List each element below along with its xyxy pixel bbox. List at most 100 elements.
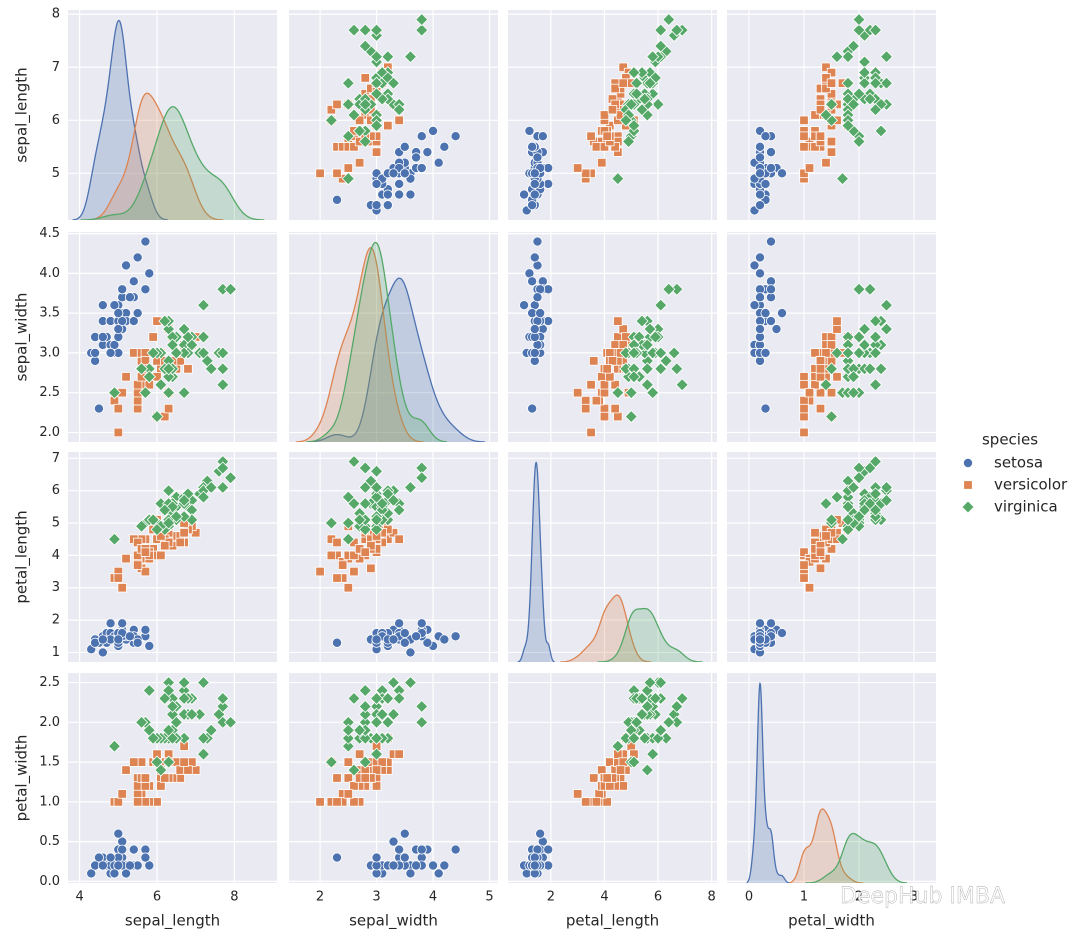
marker <box>177 322 191 336</box>
marker <box>394 749 404 759</box>
marker <box>121 372 131 382</box>
marker <box>160 540 170 551</box>
marker <box>605 372 615 382</box>
marker <box>140 852 151 863</box>
kde-line <box>746 682 791 883</box>
marker <box>416 618 427 629</box>
marker <box>624 97 638 111</box>
marker <box>132 395 143 406</box>
marker <box>341 76 355 90</box>
marker <box>150 409 164 424</box>
marker <box>349 781 359 791</box>
marker <box>572 387 583 398</box>
marker <box>815 563 826 574</box>
marker <box>529 178 540 189</box>
marker <box>411 631 422 642</box>
marker <box>841 50 855 64</box>
marker <box>332 168 342 179</box>
marker <box>675 691 689 706</box>
marker <box>109 339 120 350</box>
marker <box>392 503 406 517</box>
marker <box>624 386 638 400</box>
marker <box>589 356 599 366</box>
plot-area <box>315 675 461 879</box>
marker <box>162 723 176 737</box>
marker <box>416 163 427 174</box>
marker <box>586 131 596 141</box>
x-tick-label: 2 <box>855 890 863 905</box>
marker <box>179 757 189 767</box>
marker <box>196 346 211 360</box>
marker <box>799 547 809 557</box>
marker <box>654 675 668 690</box>
marker <box>121 260 132 271</box>
panel <box>727 452 936 662</box>
x-tick-label: 4 <box>75 890 83 905</box>
marker <box>388 168 399 179</box>
marker <box>646 50 660 64</box>
marker <box>375 707 389 721</box>
marker <box>755 268 766 279</box>
marker <box>659 354 673 368</box>
marker <box>868 454 883 469</box>
plot-area <box>519 12 689 216</box>
marker <box>527 403 538 414</box>
marker <box>749 260 760 271</box>
y-tick-label: 3 <box>52 580 60 595</box>
marker <box>177 675 191 690</box>
marker <box>648 691 662 706</box>
marker <box>799 142 809 152</box>
x-tick-label: 3 <box>372 890 380 905</box>
marker <box>177 691 191 706</box>
x-tick-label: 0 <box>745 890 753 905</box>
marker <box>810 110 820 120</box>
marker <box>399 628 410 639</box>
legend-marker <box>963 480 973 490</box>
x-axis-label: petal_length <box>566 912 659 931</box>
marker <box>591 395 602 406</box>
marker <box>532 152 543 163</box>
marker <box>433 868 444 879</box>
marker <box>529 252 540 263</box>
y-tick-label: 2.0 <box>39 425 60 440</box>
marker <box>341 532 355 546</box>
marker <box>799 115 809 126</box>
marker <box>162 484 176 498</box>
marker <box>358 39 372 53</box>
marker <box>392 103 406 117</box>
marker <box>369 513 384 527</box>
marker <box>183 765 193 775</box>
marker <box>358 134 372 149</box>
marker <box>377 757 387 767</box>
marker <box>399 852 410 863</box>
marker <box>158 691 172 706</box>
marker <box>358 480 372 494</box>
marker <box>347 108 361 122</box>
marker <box>857 76 872 90</box>
marker <box>879 493 894 507</box>
marker <box>358 731 372 745</box>
marker <box>868 103 883 117</box>
marker <box>117 844 128 855</box>
marker <box>113 828 124 839</box>
marker <box>624 409 638 424</box>
panel <box>289 452 498 662</box>
marker <box>529 347 540 358</box>
marker <box>138 386 152 400</box>
panel-background <box>508 452 717 662</box>
marker <box>113 324 124 335</box>
panel <box>68 10 277 220</box>
y-tick-label: 7 <box>52 451 60 466</box>
marker <box>347 454 361 469</box>
marker <box>654 298 668 312</box>
marker <box>185 707 199 721</box>
marker <box>830 490 844 504</box>
marker <box>646 747 660 761</box>
marker <box>315 566 325 577</box>
marker <box>105 852 116 863</box>
marker <box>162 362 176 376</box>
marker <box>216 362 230 376</box>
marker <box>662 715 676 729</box>
x-axis-label: petal_width <box>788 912 875 931</box>
marker <box>607 104 618 115</box>
